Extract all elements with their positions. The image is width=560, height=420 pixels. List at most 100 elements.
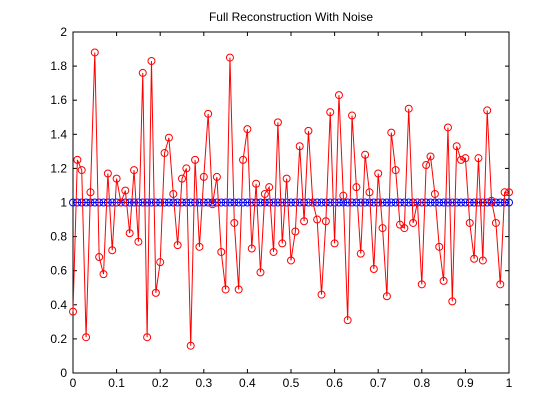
noisy-point (247, 244, 256, 253)
noisy-point (191, 155, 200, 164)
clean-point (409, 198, 418, 207)
noisy-point (483, 106, 492, 115)
clean-point (448, 198, 457, 207)
clean-point (103, 198, 112, 207)
clean-point (95, 198, 104, 207)
clean-point (457, 198, 466, 207)
clean-point (147, 198, 156, 207)
noisy-point (334, 91, 343, 100)
clean-point (282, 198, 291, 207)
noisy-point (90, 48, 99, 57)
noisy-point (86, 188, 95, 197)
clean-point (191, 198, 200, 207)
noisy-series-line (72, 52, 509, 346)
noisy-point (291, 227, 300, 236)
clean-point (77, 198, 86, 207)
clean-point (465, 198, 474, 207)
noisy-point (496, 280, 505, 289)
noisy-point (308, 198, 317, 207)
noisy-point (77, 166, 86, 175)
clean-point (382, 198, 391, 207)
noisy-point (435, 242, 444, 251)
noisy-point (160, 149, 169, 158)
x-tick-label: 0.4 (239, 376, 256, 390)
noisy-point (195, 242, 204, 251)
noisy-point (95, 253, 104, 262)
x-tick-label: 0.2 (152, 376, 169, 390)
y-axis: 0 0.2 0.4 0.6 0.8 1 1.2 1.4 1.6 1.8 2 (50, 25, 509, 380)
clean-point (374, 198, 383, 207)
noisy-point (304, 126, 313, 135)
clean-point (348, 198, 357, 207)
noisy-point (356, 249, 365, 258)
x-tick-label: 0.3 (195, 376, 212, 390)
noisy-point (273, 118, 282, 127)
clean-point (243, 198, 252, 207)
noisy-point (382, 292, 391, 301)
noisy-point (186, 341, 195, 350)
clean-point (195, 198, 204, 207)
clean-point (400, 198, 409, 207)
noisy-point (426, 152, 435, 161)
noisy-point (143, 333, 152, 342)
noisy-point (487, 196, 496, 205)
noisy-point (164, 133, 173, 142)
clean-point (426, 198, 435, 207)
noisy-point (452, 142, 461, 151)
noisy-point (461, 154, 470, 163)
noisy-point (500, 188, 509, 197)
noisy-point (182, 164, 191, 173)
noisy-point (439, 276, 448, 285)
noisy-point (457, 155, 466, 164)
noisy-point (103, 169, 112, 178)
noisy-point (430, 189, 439, 198)
noisy-point (69, 307, 77, 316)
noisy-point (287, 256, 295, 265)
clean-point (252, 198, 261, 207)
clean-point (443, 198, 452, 207)
noisy-point (478, 256, 487, 265)
clean-point (417, 198, 426, 207)
noisy-point (491, 218, 500, 227)
noisy-point (112, 174, 121, 183)
clean-point (221, 198, 230, 207)
x-tick-label: 0.9 (457, 376, 474, 390)
noisy-point (230, 218, 239, 227)
y-tick-label: 1.4 (50, 127, 67, 141)
clean-point (313, 198, 322, 207)
noisy-point (339, 191, 348, 200)
noisy-point (125, 229, 134, 238)
x-axis: 0 0.1 0.2 0.3 0.4 0.5 0.6 0.7 0.8 0.9 1 (70, 32, 513, 390)
y-tick-label: 2 (60, 25, 67, 39)
clean-point (204, 198, 213, 207)
noisy-point (99, 270, 108, 279)
x-tick-label: 0.8 (413, 376, 430, 390)
y-tick-label: 1.8 (50, 59, 67, 73)
x-tick-label: 0.6 (326, 376, 343, 390)
clean-point (343, 198, 352, 207)
clean-point (108, 198, 117, 207)
noisy-point (82, 333, 91, 342)
noisy-point (378, 224, 387, 233)
clean-point (491, 198, 500, 207)
noisy-point (295, 142, 304, 151)
clean-point (478, 198, 487, 207)
clean-point (474, 198, 483, 207)
clean-point (300, 198, 309, 207)
noisy-point (404, 104, 413, 113)
noisy-point (265, 183, 274, 192)
noisy-point (156, 258, 165, 267)
noisy-point (348, 111, 357, 120)
clean-point (378, 198, 387, 207)
clean-point (178, 198, 186, 207)
noisy-point (391, 166, 400, 175)
noisy-point (470, 254, 479, 263)
clean-point (160, 198, 169, 207)
y-tick-label: 1.2 (50, 161, 67, 175)
noisy-point (217, 247, 226, 256)
noisy-point (130, 166, 139, 175)
x-tick-label: 1 (506, 376, 513, 390)
noisy-point (321, 217, 330, 226)
clean-point (422, 198, 431, 207)
x-tick-label: 0 (70, 376, 77, 390)
